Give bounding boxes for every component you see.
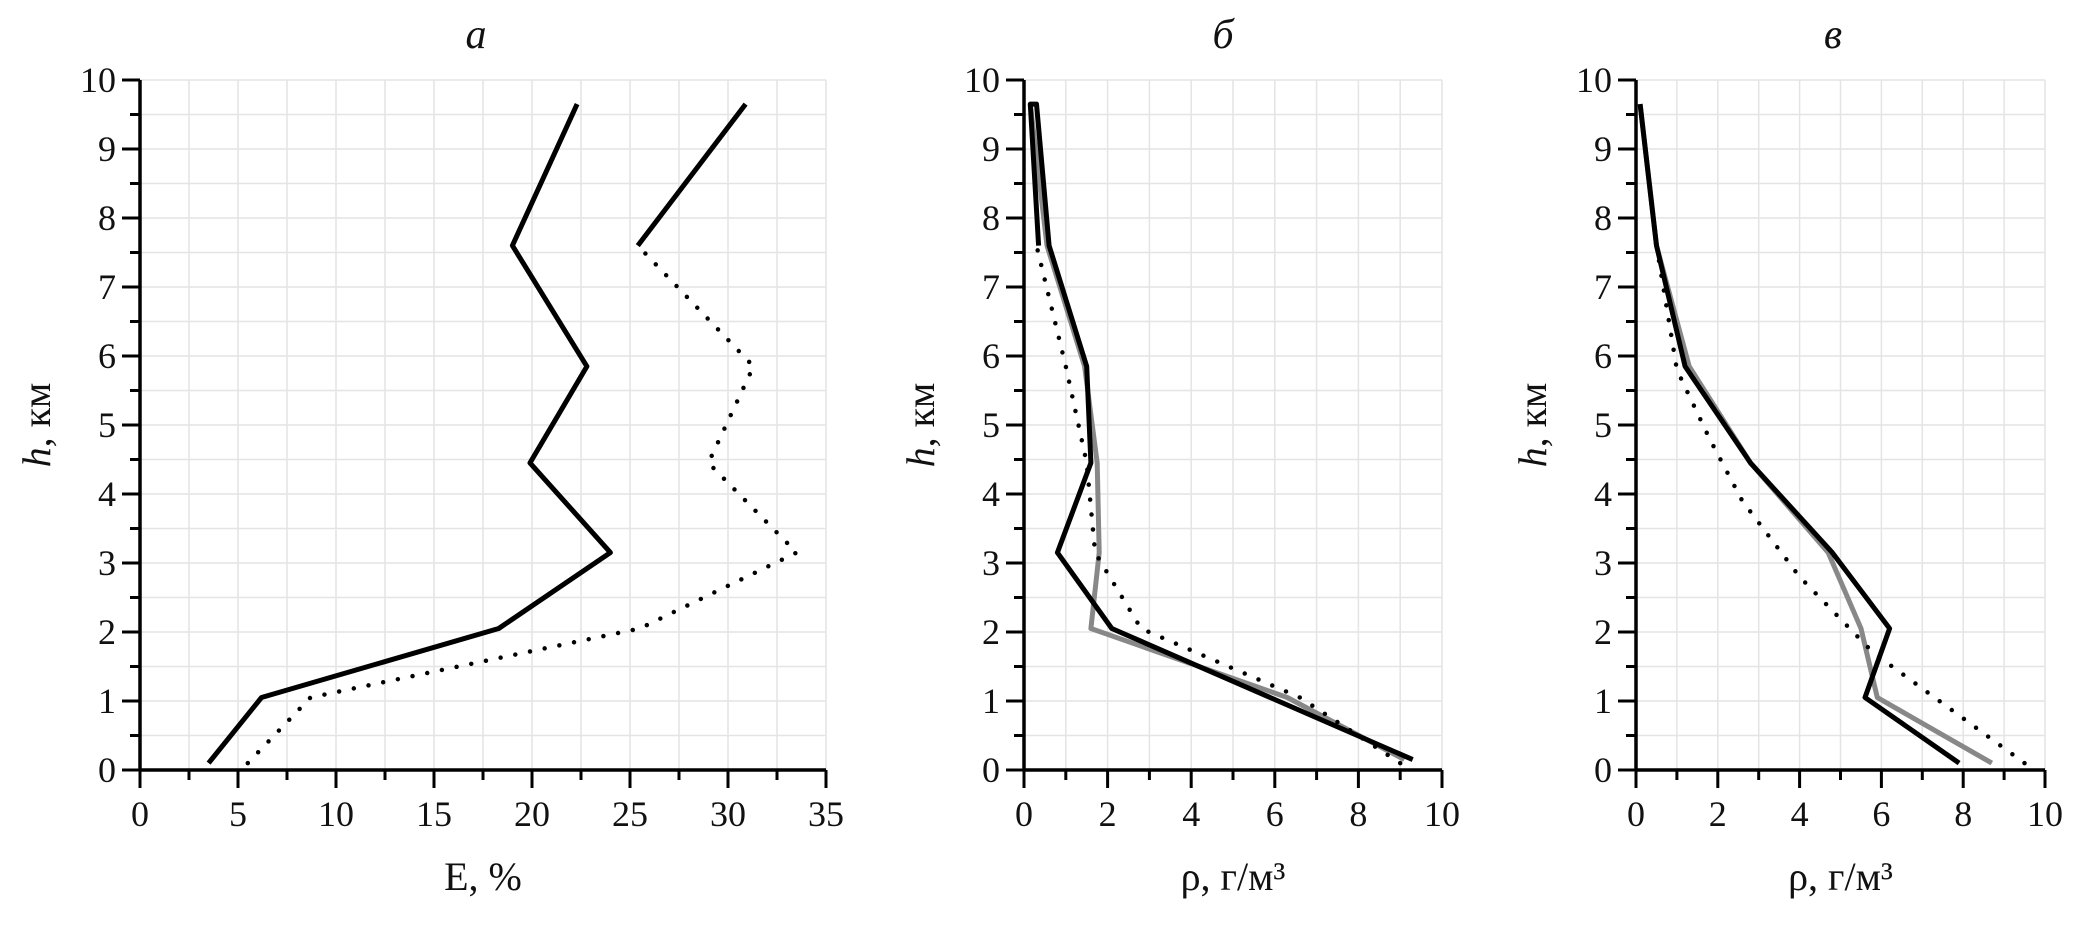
y-tick-label-c: 0	[1594, 750, 1612, 790]
x-tick-label-b: 8	[1349, 794, 1367, 834]
y-tick-label-b: 5	[982, 405, 1000, 445]
y-tick-label-b: 8	[982, 198, 1000, 238]
y-axis-label-a: h, км	[14, 383, 59, 468]
grid-a	[139, 79, 827, 771]
y-tick-label-c: 5	[1594, 405, 1612, 445]
series-line-b-1	[1034, 243, 1403, 766]
y-tick-label-a: 9	[98, 129, 116, 169]
y-tick-label-c: 6	[1594, 336, 1612, 376]
y-tick-label-c: 9	[1594, 129, 1612, 169]
y-tick-label-b: 1	[982, 681, 1000, 721]
y-axis-label-c: h, км	[1510, 383, 1555, 468]
x-tick-label-a: 30	[710, 794, 746, 834]
y-tick-label-c: 4	[1594, 474, 1612, 514]
y-tick-label-b: 10	[964, 60, 1000, 100]
x-tick-label-b: 4	[1182, 794, 1200, 834]
series-line-a-2	[635, 102, 748, 248]
panel-title-a: а	[466, 12, 487, 58]
x-tick-label-c: 4	[1791, 794, 1809, 834]
y-tick-label-b: 9	[982, 129, 1000, 169]
series-line-c-1	[1637, 101, 2027, 766]
x-tick-label-a: 5	[229, 794, 247, 834]
y-tick-label-a: 0	[98, 750, 116, 790]
x-tick-label-a: 25	[612, 794, 648, 834]
panel-c: 0 1 2 3 4 5 6 7 8 9 10 0 2 4 6 8 10 в ρ, г/м³ h, км	[1510, 12, 2063, 899]
x-tick-label-c: 0	[1627, 794, 1645, 834]
y-tick-label-a: 10	[80, 60, 116, 100]
series-line-a-0	[206, 103, 613, 765]
x-tick-label-b: 0	[1015, 794, 1033, 834]
x-tick-label-a: 15	[416, 794, 452, 834]
x-tick-label-a: 0	[131, 794, 149, 834]
panel-b: 0 1 2 3 4 5 6 7 8 9 10 0 2 4 6 8 10 б ρ, г/м³ h, км	[898, 12, 1460, 899]
panel-title-c: в	[1824, 12, 1842, 58]
y-tick-label-a: 1	[98, 681, 116, 721]
x-tick-label-c: 10	[2027, 794, 2063, 834]
x-tick-label-c: 6	[1872, 794, 1890, 834]
x-tick-label-c: 8	[1954, 794, 1972, 834]
x-tick-label-a: 20	[514, 794, 550, 834]
x-tick-label-c: 2	[1709, 794, 1727, 834]
y-tick-label-c: 7	[1594, 267, 1612, 307]
grid-c	[1635, 79, 2046, 771]
y-tick-label-a: 7	[98, 267, 116, 307]
x-tick-label-b: 6	[1266, 794, 1284, 834]
panel-a: 0 1 2 3 4 5 6 7 8 9 10 0 5 10 15 20 25 30 35 а E, % h, км	[14, 12, 844, 899]
y-axis-label-b: h, км	[898, 383, 943, 468]
y-tick-label-c: 3	[1594, 543, 1612, 583]
y-tick-label-c: 2	[1594, 612, 1612, 652]
x-tick-label-a: 10	[318, 794, 354, 834]
y-tick-label-a: 4	[98, 474, 116, 514]
y-tick-label-b: 7	[982, 267, 1000, 307]
y-tick-label-b: 4	[982, 474, 1000, 514]
x-tick-label-b: 10	[1424, 794, 1460, 834]
y-tick-label-c: 1	[1594, 681, 1612, 721]
y-tick-label-b: 0	[982, 750, 1000, 790]
y-tick-label-a: 3	[98, 543, 116, 583]
x-tick-label-b: 2	[1099, 794, 1117, 834]
x-tick-label-a: 35	[808, 794, 844, 834]
x-axis-label-c: ρ, г/м³	[1788, 854, 1893, 899]
y-tick-label-c: 8	[1594, 198, 1612, 238]
y-tick-label-a: 8	[98, 198, 116, 238]
y-tick-label-a: 6	[98, 336, 116, 376]
y-tick-label-b: 6	[982, 336, 1000, 376]
x-axis-label-a: E, %	[444, 854, 522, 899]
series-line-b-2	[1027, 101, 1414, 762]
series-line-c-2	[1637, 103, 1961, 766]
panel-title-b: б	[1212, 12, 1235, 58]
grid-b	[1023, 79, 1443, 771]
y-tick-label-c: 10	[1576, 60, 1612, 100]
y-tick-label-a: 5	[98, 405, 116, 445]
x-axis-label-b: ρ, г/м³	[1181, 854, 1286, 899]
y-tick-label-b: 2	[982, 612, 1000, 652]
series-line-c-0	[1637, 103, 1994, 766]
y-tick-label-b: 3	[982, 543, 1000, 583]
y-tick-label-a: 2	[98, 612, 116, 652]
series-line-a-1	[245, 243, 799, 766]
